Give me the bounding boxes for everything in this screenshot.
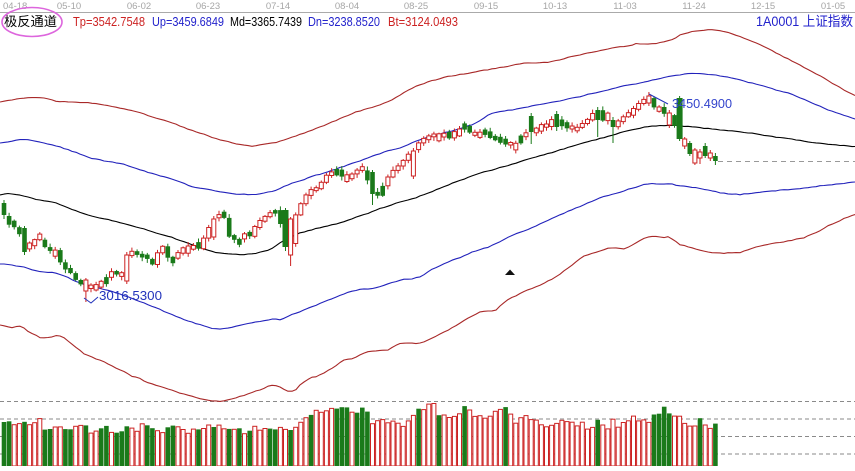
svg-text:08-04: 08-04 xyxy=(335,1,359,12)
svg-text:3016.5300: 3016.5300 xyxy=(99,288,162,303)
svg-text:Dn=3238.8520: Dn=3238.8520 xyxy=(308,14,380,29)
svg-text:3450.4900: 3450.4900 xyxy=(672,96,732,111)
svg-text:1A0001 上证指数: 1A0001 上证指数 xyxy=(756,14,853,29)
svg-text:Md=3365.7439: Md=3365.7439 xyxy=(230,14,302,29)
svg-text:12-15: 12-15 xyxy=(751,1,775,12)
svg-text:极反通道: 极反通道 xyxy=(4,14,57,29)
svg-text:05-10: 05-10 xyxy=(57,1,81,12)
svg-text:08-25: 08-25 xyxy=(404,1,428,12)
svg-text:Bt=3124.0493: Bt=3124.0493 xyxy=(388,14,458,29)
svg-text:09-15: 09-15 xyxy=(474,1,498,12)
svg-text:04-18: 04-18 xyxy=(3,1,27,12)
svg-text:11-03: 11-03 xyxy=(613,1,637,12)
svg-text:Tp=3542.7548: Tp=3542.7548 xyxy=(73,14,145,29)
svg-text:01-05: 01-05 xyxy=(821,1,845,12)
svg-text:Up=3459.6849: Up=3459.6849 xyxy=(152,14,224,29)
svg-text:10-13: 10-13 xyxy=(543,1,567,12)
svg-text:06-02: 06-02 xyxy=(127,1,151,12)
svg-text:06-23: 06-23 xyxy=(196,1,220,12)
svg-text:11-24: 11-24 xyxy=(682,1,706,12)
svg-text:07-14: 07-14 xyxy=(266,1,290,12)
